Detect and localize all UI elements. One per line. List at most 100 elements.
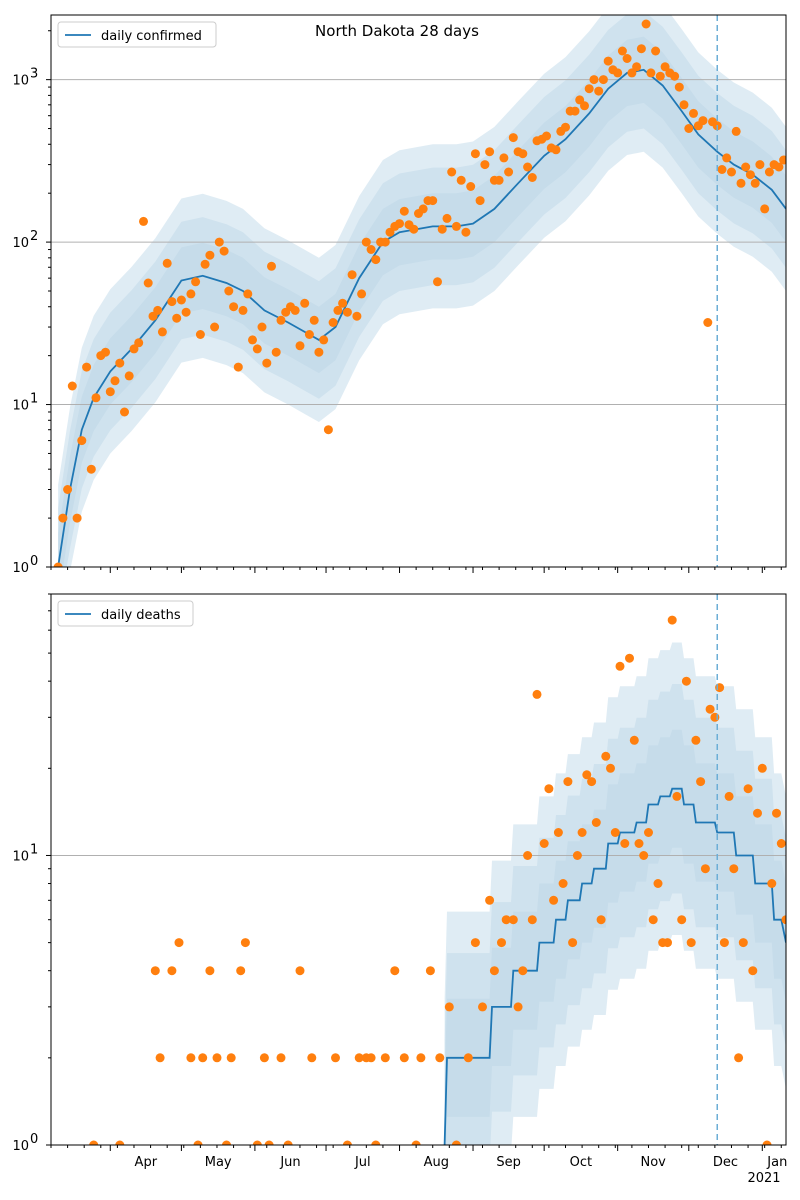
data-point: [198, 1053, 208, 1063]
data-point: [409, 224, 419, 234]
data-point: [212, 1053, 222, 1063]
data-point: [219, 246, 229, 256]
data-point: [738, 938, 748, 948]
data-point: [451, 221, 461, 231]
data-point: [115, 358, 125, 368]
data-point: [425, 966, 435, 976]
data-point: [366, 245, 376, 254]
data-point: [696, 777, 706, 787]
data-point: [205, 250, 215, 260]
data-point: [120, 407, 129, 417]
data-point: [734, 1053, 744, 1063]
y-tick-label: 10: [12, 849, 29, 864]
data-point: [760, 204, 770, 214]
data-point: [485, 147, 495, 157]
data-point: [561, 122, 570, 132]
data-point: [143, 278, 153, 288]
data-point: [480, 160, 490, 170]
data-point: [309, 315, 319, 325]
data-point: [186, 1053, 196, 1063]
data-point: [86, 464, 96, 474]
y-tick-exponent: 3: [30, 67, 38, 82]
data-point: [437, 224, 447, 234]
data-point: [568, 938, 578, 948]
data-point: [667, 615, 677, 625]
y-tick-exponent: 0: [30, 1132, 38, 1147]
data-point: [781, 915, 786, 925]
x-tick-label: Jul: [354, 1155, 371, 1170]
x-tick-label: Jun: [279, 1155, 300, 1170]
data-point: [191, 277, 201, 287]
data-point: [271, 347, 281, 357]
data-point: [150, 966, 160, 976]
y-tick-exponent: 0: [30, 554, 38, 569]
data-point: [442, 213, 452, 223]
x-tick-label: Sep: [496, 1155, 521, 1170]
x-tick-label: Aug: [424, 1155, 449, 1170]
data-point: [632, 62, 642, 72]
data-point: [224, 286, 234, 296]
y-tick-exponent: 2: [30, 229, 38, 244]
legend-label: daily confirmed: [101, 29, 202, 44]
plot-area: [51, 615, 786, 1145]
data-point: [698, 116, 708, 126]
data-point: [722, 153, 732, 163]
legend-box: [57, 21, 217, 48]
data-point: [679, 100, 689, 110]
data-point: [371, 1140, 381, 1145]
data-point: [129, 344, 139, 354]
data-point: [776, 839, 786, 848]
data-point: [513, 1002, 523, 1012]
data-point: [653, 879, 663, 888]
data-point: [259, 1053, 269, 1063]
data-point: [727, 167, 736, 177]
data-point: [620, 839, 630, 848]
data-point: [625, 653, 634, 663]
data-point: [563, 777, 573, 787]
data-point: [655, 71, 665, 81]
data-point: [729, 864, 739, 874]
data-point: [570, 106, 580, 116]
data-point: [629, 735, 639, 745]
legend-box: [57, 600, 194, 627]
data-point: [418, 204, 428, 214]
data-point: [470, 149, 480, 159]
data-point: [304, 330, 314, 339]
data-point: [598, 75, 608, 85]
data-point: [82, 362, 92, 372]
data-point: [518, 966, 528, 976]
data-point: [606, 763, 615, 773]
legend: daily confirmed: [57, 21, 217, 48]
data-point: [319, 335, 329, 345]
data-point: [101, 347, 110, 357]
data-point: [200, 259, 210, 269]
data-point: [508, 915, 518, 925]
data-point: [523, 851, 533, 860]
data-point: [750, 178, 760, 188]
data-point: [222, 1140, 231, 1145]
data-point: [342, 307, 352, 317]
data-point: [549, 895, 559, 905]
data-point: [328, 318, 338, 327]
data-point: [338, 298, 348, 308]
data-point: [380, 237, 390, 247]
data-point: [672, 791, 682, 801]
data-point: [290, 305, 300, 315]
uncertainty-band-1: [58, 15, 786, 567]
data-point: [724, 791, 734, 801]
data-point: [124, 371, 134, 381]
uncertainty-band-3: [58, 36, 786, 567]
data-point: [63, 485, 73, 494]
data-point: [210, 322, 220, 332]
data-point: [89, 1140, 99, 1145]
data-point: [580, 101, 589, 111]
data-point: [105, 387, 115, 397]
y-tick-exponent: 1: [30, 842, 38, 857]
data-point: [689, 108, 698, 118]
data-point: [257, 322, 267, 332]
data-point: [354, 1053, 364, 1063]
uncertainty-band-2: [58, 15, 786, 567]
data-point: [715, 683, 725, 693]
data-point: [615, 661, 625, 671]
data-point: [532, 689, 542, 699]
